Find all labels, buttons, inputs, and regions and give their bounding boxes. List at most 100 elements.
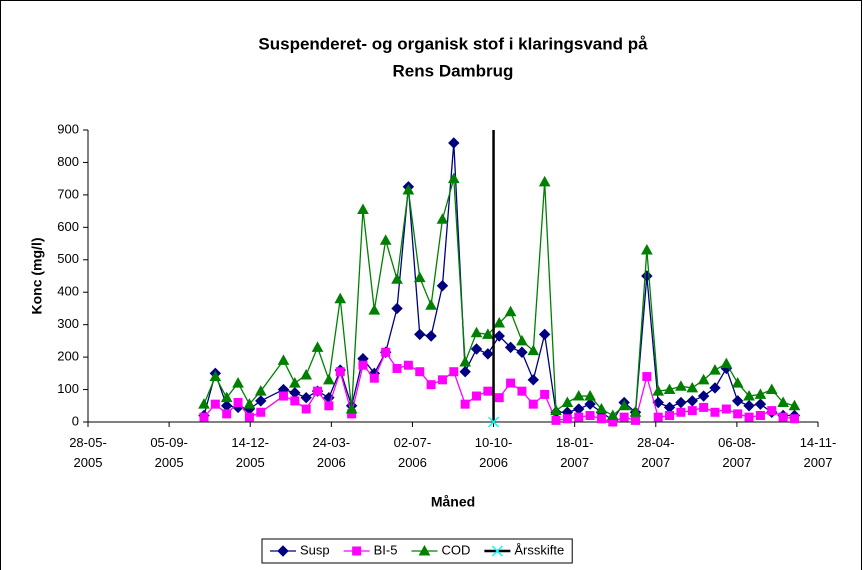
marker — [313, 386, 323, 396]
marker — [418, 544, 431, 556]
marker — [675, 396, 687, 409]
marker — [488, 416, 500, 428]
marker — [482, 348, 494, 360]
marker — [334, 292, 347, 304]
marker — [391, 273, 403, 284]
marker — [527, 344, 540, 356]
legend: Susp BI-5 COD Årsskifte — [261, 538, 573, 564]
x-tick-label: 10-10-2006 — [475, 435, 513, 470]
marker — [381, 347, 391, 357]
marker — [448, 137, 460, 149]
marker — [504, 305, 517, 317]
marker — [352, 546, 362, 556]
marker — [652, 396, 664, 409]
marker — [244, 412, 254, 422]
marker — [301, 404, 311, 414]
marker — [540, 389, 550, 399]
marker — [652, 385, 665, 396]
marker — [368, 304, 381, 315]
marker — [562, 414, 572, 424]
legend-label: Årsskifte — [514, 542, 564, 557]
marker — [459, 355, 472, 367]
marker — [572, 390, 585, 401]
marker — [675, 380, 687, 391]
marker — [379, 234, 392, 245]
x-tick-label: 14-11-2007 — [800, 435, 837, 470]
marker — [686, 395, 698, 407]
y-tick-label: 400 — [57, 284, 79, 299]
marker — [415, 367, 425, 377]
marker — [686, 381, 699, 393]
marker — [483, 386, 493, 396]
marker — [243, 398, 256, 409]
marker — [731, 377, 744, 388]
marker — [220, 391, 233, 403]
marker — [733, 409, 743, 419]
marker — [777, 396, 789, 408]
marker — [516, 334, 528, 346]
marker — [494, 393, 504, 403]
marker — [663, 383, 676, 395]
legend-label: Susp — [300, 542, 330, 557]
marker — [391, 302, 403, 315]
chart-title: Suspenderet- og organisk stof i klarings… — [258, 34, 648, 53]
marker — [551, 415, 561, 425]
x-tick-label: 24-03-2006 — [313, 435, 351, 470]
marker — [345, 402, 358, 414]
marker — [765, 383, 778, 395]
marker — [413, 271, 426, 283]
marker — [697, 373, 710, 385]
marker — [653, 412, 663, 422]
series-line — [203, 142, 795, 422]
marker — [324, 401, 334, 411]
marker — [731, 395, 744, 407]
marker — [778, 412, 788, 422]
marker — [754, 398, 767, 410]
x-axis-title: Måned — [431, 494, 475, 510]
marker — [516, 346, 528, 358]
marker — [402, 183, 415, 195]
marker — [744, 412, 754, 422]
legend-label: COD — [441, 542, 470, 557]
series-line — [203, 350, 795, 423]
marker — [596, 414, 606, 424]
chart-title: Rens Dambrug — [393, 61, 514, 80]
marker — [743, 400, 755, 412]
marker — [506, 378, 516, 388]
marker — [584, 398, 596, 410]
y-tick-label: 600 — [57, 219, 79, 234]
marker — [300, 368, 313, 380]
marker — [538, 328, 551, 341]
marker — [755, 411, 765, 421]
marker — [482, 328, 494, 339]
marker — [528, 399, 538, 409]
marker — [709, 382, 721, 394]
marker — [642, 372, 652, 382]
marker — [517, 386, 527, 396]
y-axis-title: Konc (mg/l) — [29, 238, 45, 315]
marker — [199, 412, 209, 422]
marker — [288, 377, 301, 388]
marker — [574, 412, 584, 422]
marker — [460, 399, 470, 409]
x-tick-label: 06-08-2007 — [718, 435, 756, 470]
series-line — [203, 178, 795, 417]
marker — [437, 375, 447, 385]
marker — [392, 363, 402, 373]
marker — [403, 360, 413, 370]
marker — [709, 364, 721, 375]
marker — [300, 391, 312, 404]
marker — [232, 377, 244, 388]
marker — [210, 399, 220, 409]
marker — [436, 280, 449, 292]
x-tick-label: 18-01-2007 — [556, 435, 594, 470]
marker — [538, 175, 551, 187]
marker — [369, 373, 379, 383]
marker — [290, 396, 300, 406]
marker — [619, 412, 629, 422]
x-tick-label: 14-12-2005 — [231, 435, 269, 470]
marker — [527, 374, 540, 386]
marker — [436, 213, 449, 224]
marker — [277, 354, 290, 365]
